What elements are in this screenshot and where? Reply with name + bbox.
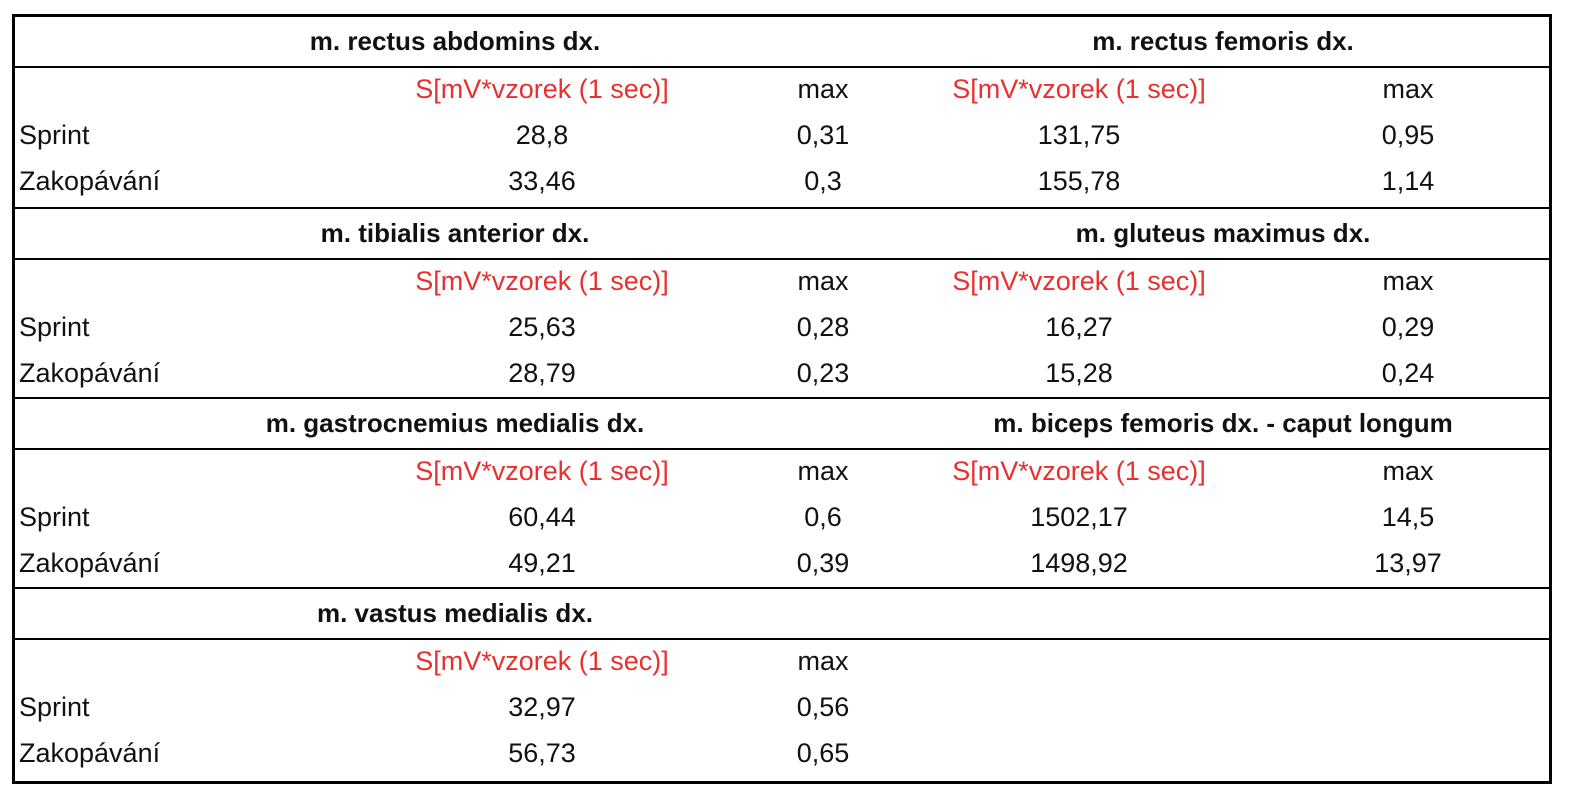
value-cell: 32,97 [508, 692, 576, 722]
row-label: Sprint [19, 502, 90, 532]
value-cell: 16,27 [1045, 312, 1113, 342]
table-row: Sprint 28,8 0,31 131,75 0,95 [15, 114, 1549, 160]
value-cell: 0,24 [1381, 358, 1435, 388]
row-label: Zakopávání [19, 548, 161, 578]
section-header: m. rectus abdomins dx. m. rectus femoris… [15, 17, 1549, 68]
value-cell: 0,95 [1381, 120, 1435, 150]
value-cell: 13,97 [1374, 548, 1442, 578]
metric-header-right: S[mV*vzorek (1 sec)] [952, 266, 1206, 296]
value-cell: 28,8 [515, 120, 569, 150]
metric-header-right: S[mV*vzorek (1 sec)] [952, 456, 1206, 486]
max-header-right: max [1382, 74, 1434, 104]
value-cell: 0,6 [804, 502, 842, 532]
table-row: Zakopávání 33,46 0,3 155,78 1,14 [15, 160, 1549, 206]
value-cell: 0,65 [796, 738, 850, 768]
table-section: m. tibialis anterior dx. m. gluteus maxi… [15, 207, 1549, 397]
value-cell: 60,44 [508, 502, 576, 532]
emg-results-table: m. rectus abdomins dx. m. rectus femoris… [12, 14, 1552, 784]
row-label: Zakopávání [19, 166, 161, 196]
max-header-right: max [1382, 456, 1434, 486]
metric-header-left: S[mV*vzorek (1 sec)] [415, 74, 669, 104]
column-header-row: S[mV*vzorek (1 sec)] max S[mV*vzorek (1 … [15, 260, 1549, 306]
metric-header-left: S[mV*vzorek (1 sec)] [415, 456, 669, 486]
max-header-left: max [797, 456, 849, 486]
value-cell: 155,78 [1037, 166, 1121, 196]
value-cell: 0,3 [804, 166, 842, 196]
column-header-row: S[mV*vzorek (1 sec)] max S[mV*vzorek (1 … [15, 450, 1549, 496]
table-row: Sprint 25,63 0,28 16,27 0,29 [15, 306, 1549, 352]
value-cell: 0,23 [796, 358, 850, 388]
table-section: m. gastrocnemius medialis dx. m. biceps … [15, 397, 1549, 587]
row-label: Zakopávání [19, 358, 161, 388]
row-label: Sprint [19, 692, 90, 722]
column-header-row: S[mV*vzorek (1 sec)] max [15, 640, 1549, 686]
value-cell: 1498,92 [1030, 548, 1128, 578]
metric-header-left: S[mV*vzorek (1 sec)] [415, 266, 669, 296]
value-cell: 1502,17 [1030, 502, 1128, 532]
table-row: Zakopávání 56,73 0,65 [15, 732, 1549, 778]
metric-header-left: S[mV*vzorek (1 sec)] [415, 646, 669, 676]
value-cell: 33,46 [508, 166, 576, 196]
value-cell: 0,29 [1381, 312, 1435, 342]
value-cell: 0,31 [796, 120, 850, 150]
muscle-title-right: m. gluteus maximus dx. [1075, 218, 1371, 248]
table-row: Zakopávání 49,21 0,39 1498,92 13,97 [15, 542, 1549, 588]
section-header: m. gastrocnemius medialis dx. m. biceps … [15, 397, 1549, 450]
value-cell: 14,5 [1381, 502, 1435, 532]
column-header-row: S[mV*vzorek (1 sec)] max S[mV*vzorek (1 … [15, 68, 1549, 114]
value-cell: 49,21 [508, 548, 576, 578]
max-header-left: max [797, 266, 849, 296]
muscle-title-left: m. gastrocnemius medialis dx. [265, 408, 645, 438]
table-section: m. rectus abdomins dx. m. rectus femoris… [15, 17, 1549, 207]
table-row: Zakopávání 28,79 0,23 15,28 0,24 [15, 352, 1549, 398]
value-cell: 56,73 [508, 738, 576, 768]
max-header-left: max [797, 646, 849, 676]
value-cell: 28,79 [508, 358, 576, 388]
value-cell: 25,63 [508, 312, 576, 342]
table-row: Sprint 32,97 0,56 [15, 686, 1549, 732]
row-label: Sprint [19, 312, 90, 342]
muscle-title-left: m. tibialis anterior dx. [320, 218, 590, 248]
value-cell: 15,28 [1045, 358, 1113, 388]
max-header-right: max [1382, 266, 1434, 296]
value-cell: 0,28 [796, 312, 850, 342]
max-header-left: max [797, 74, 849, 104]
table-row: Sprint 60,44 0,6 1502,17 14,5 [15, 496, 1549, 542]
value-cell: 0,56 [796, 692, 850, 722]
metric-header-right: S[mV*vzorek (1 sec)] [952, 74, 1206, 104]
value-cell: 131,75 [1037, 120, 1121, 150]
muscle-title-left: m. rectus abdomins dx. [309, 26, 601, 56]
row-label: Zakopávání [19, 738, 161, 768]
muscle-title-left: m. vastus medialis dx. [316, 598, 594, 628]
muscle-title-right: m. biceps femoris dx. - caput longum [993, 408, 1453, 438]
table-section: m. vastus medialis dx. S[mV*vzorek (1 se… [15, 587, 1549, 781]
section-header: m. vastus medialis dx. [15, 587, 1549, 640]
muscle-title-right: m. rectus femoris dx. [1092, 26, 1354, 56]
value-cell: 1,14 [1381, 166, 1435, 196]
value-cell: 0,39 [796, 548, 850, 578]
row-label: Sprint [19, 120, 90, 150]
section-header: m. tibialis anterior dx. m. gluteus maxi… [15, 207, 1549, 260]
